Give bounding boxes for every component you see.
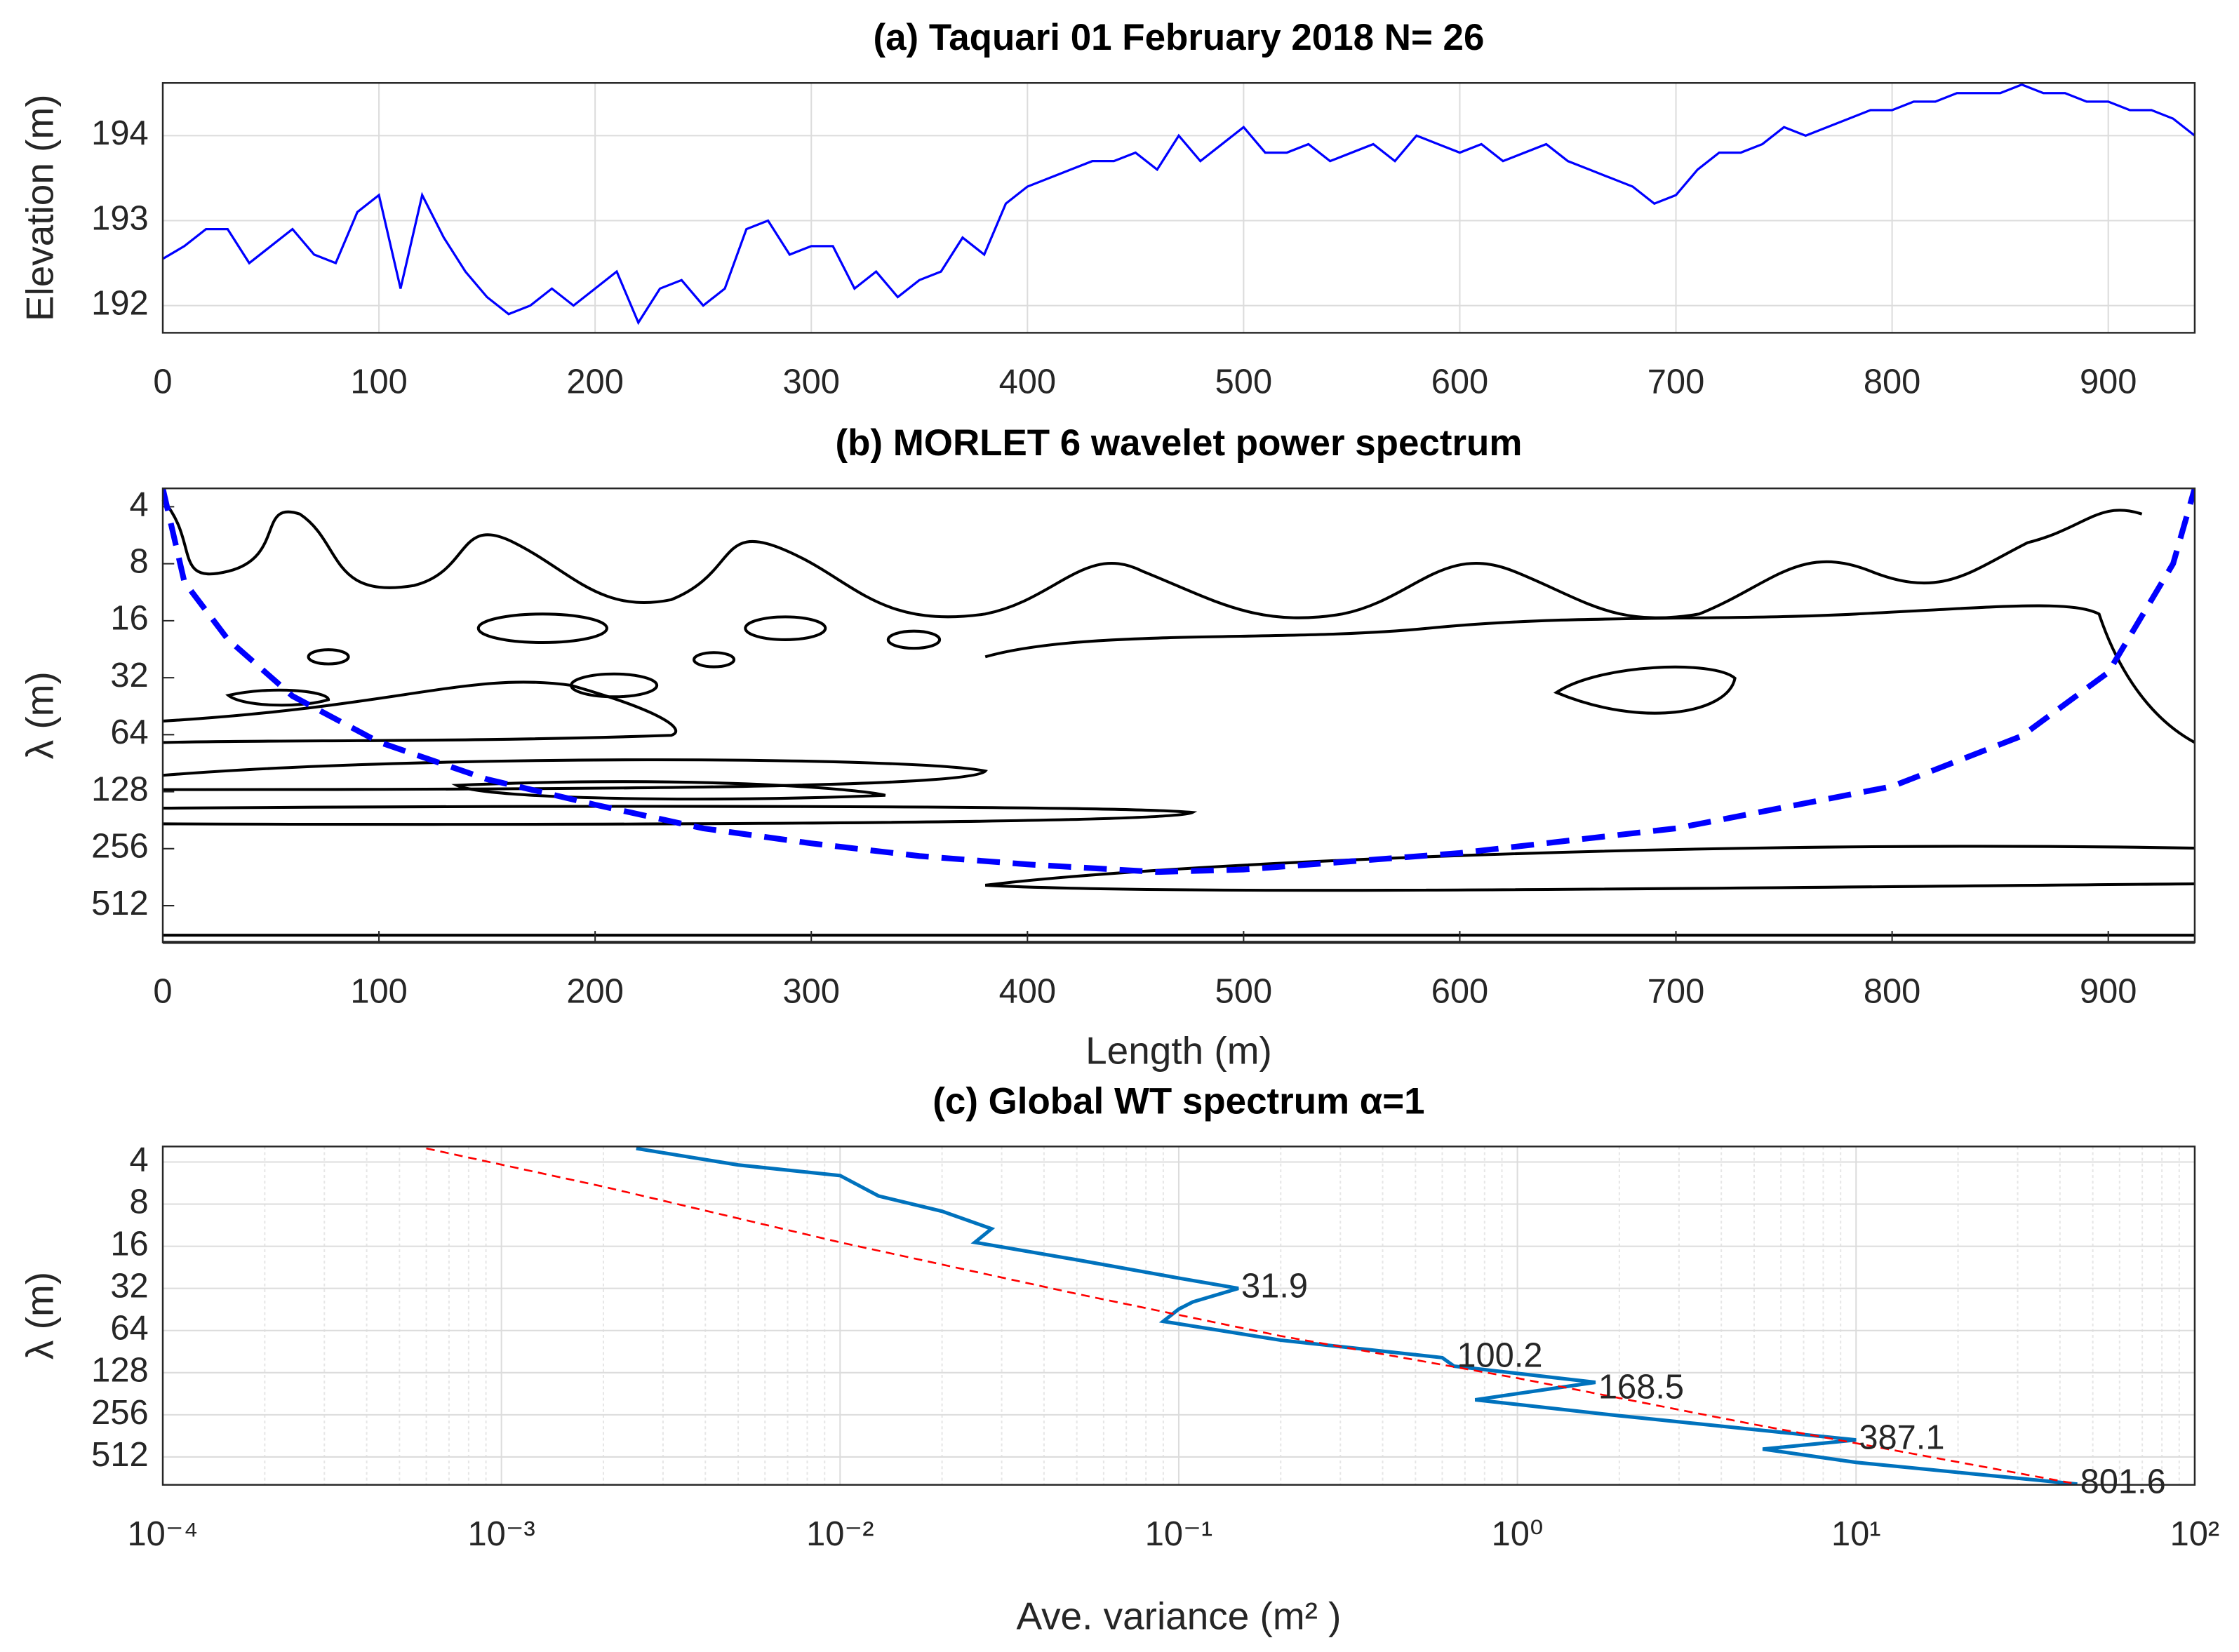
contour [456, 780, 886, 801]
contour [476, 612, 608, 645]
plot-frame [161, 487, 2196, 943]
peak-label: 801.6 [2080, 1463, 2166, 1501]
y-axis-label: λ (m) [18, 671, 62, 759]
contour [984, 845, 2195, 892]
contour [984, 604, 2195, 744]
x-tick-label: 10⁰ [1492, 1515, 1544, 1553]
series-line [162, 83, 2195, 325]
y-tick-label: 256 [91, 828, 148, 866]
chart-title: (b) MORLET 6 wavelet power spectrum [835, 422, 1522, 464]
x-tick-label: 700 [1647, 973, 1704, 1011]
x-tick-label: 900 [2080, 973, 2137, 1011]
y-tick-label: 8 [129, 1183, 148, 1221]
y-tick-label: 192 [91, 285, 148, 323]
y-tick-label: 128 [91, 770, 148, 808]
contour [225, 688, 330, 707]
y-tick-label: 8 [129, 543, 148, 581]
x-tick-label: 600 [1431, 363, 1488, 401]
plot-frame [161, 82, 2196, 334]
x-tick-label: 10² [2170, 1515, 2220, 1553]
peak-label: 168.5 [1598, 1369, 1684, 1406]
x-tick-label: 500 [1215, 363, 1272, 401]
x-tick-label: 100 [350, 973, 407, 1011]
x-tick-label: 10⁻³ [467, 1515, 535, 1553]
peak-label: 387.1 [1859, 1419, 1944, 1457]
y-tick-label: 128 [91, 1352, 148, 1390]
y-tick-label: 64 [110, 713, 148, 751]
x-axis-label: Length (m) [1085, 1029, 1272, 1073]
contour [693, 651, 736, 669]
series-line [162, 488, 2195, 875]
y-tick-label: 4 [129, 485, 148, 523]
y-tick-label: 193 [91, 199, 148, 237]
y-tick-label: 256 [91, 1394, 148, 1432]
x-tick-label: 500 [1215, 973, 1272, 1011]
peak-label: 100.2 [1457, 1336, 1542, 1374]
y-tick-label: 16 [110, 1225, 148, 1263]
x-tick-label: 400 [999, 973, 1056, 1011]
y-tick-label: 64 [110, 1310, 148, 1348]
x-tick-label: 900 [2080, 363, 2137, 401]
y-tick-label: 512 [91, 1436, 148, 1474]
contour [1553, 665, 1737, 715]
x-tick-label: 800 [1864, 973, 1920, 1011]
contour [569, 672, 659, 699]
y-axis-label: λ (m) [18, 1272, 62, 1359]
x-tick-label: 300 [782, 973, 839, 1011]
x-tick-label: 10⁻² [806, 1515, 874, 1553]
x-tick-label: 700 [1647, 363, 1704, 401]
contour [162, 805, 1198, 826]
contour [161, 499, 2143, 619]
x-tick-label: 300 [782, 363, 839, 401]
x-tick-label: 0 [153, 363, 172, 401]
x-tick-label: 800 [1864, 363, 1920, 401]
y-tick-label: 16 [110, 600, 148, 638]
y-tick-label: 4 [129, 1141, 148, 1178]
contour [162, 680, 678, 744]
contour [744, 615, 827, 641]
x-tick-label: 200 [566, 363, 623, 401]
y-tick-label: 512 [91, 885, 148, 922]
contour [162, 758, 989, 791]
series-line [426, 1147, 2078, 1485]
x-tick-label: 400 [999, 363, 1056, 401]
y-tick-label: 32 [110, 657, 148, 694]
series-line [636, 1146, 2078, 1485]
x-tick-label: 600 [1431, 973, 1488, 1011]
x-axis-label: Ave. variance (m² ) [1016, 1594, 1341, 1638]
x-tick-label: 10¹ [1831, 1515, 1881, 1553]
chart-title: (a) Taquari 01 February 2018 N= 26 [873, 17, 1484, 58]
contour [307, 648, 350, 666]
peak-label: 31.9 [1241, 1267, 1308, 1305]
x-tick-label: 10⁻¹ [1145, 1515, 1212, 1553]
y-tick-label: 194 [91, 114, 148, 152]
chart-title: (c) Global WT spectrum α=1 [933, 1080, 1424, 1122]
plot-frame [161, 1146, 2196, 1486]
x-tick-label: 100 [350, 363, 407, 401]
x-tick-label: 10⁻⁴ [127, 1515, 198, 1553]
y-tick-label: 32 [110, 1268, 148, 1305]
y-axis-label: Elevation (m) [18, 94, 62, 321]
x-tick-label: 0 [153, 973, 172, 1011]
x-tick-label: 200 [566, 973, 623, 1011]
contour [886, 629, 942, 650]
